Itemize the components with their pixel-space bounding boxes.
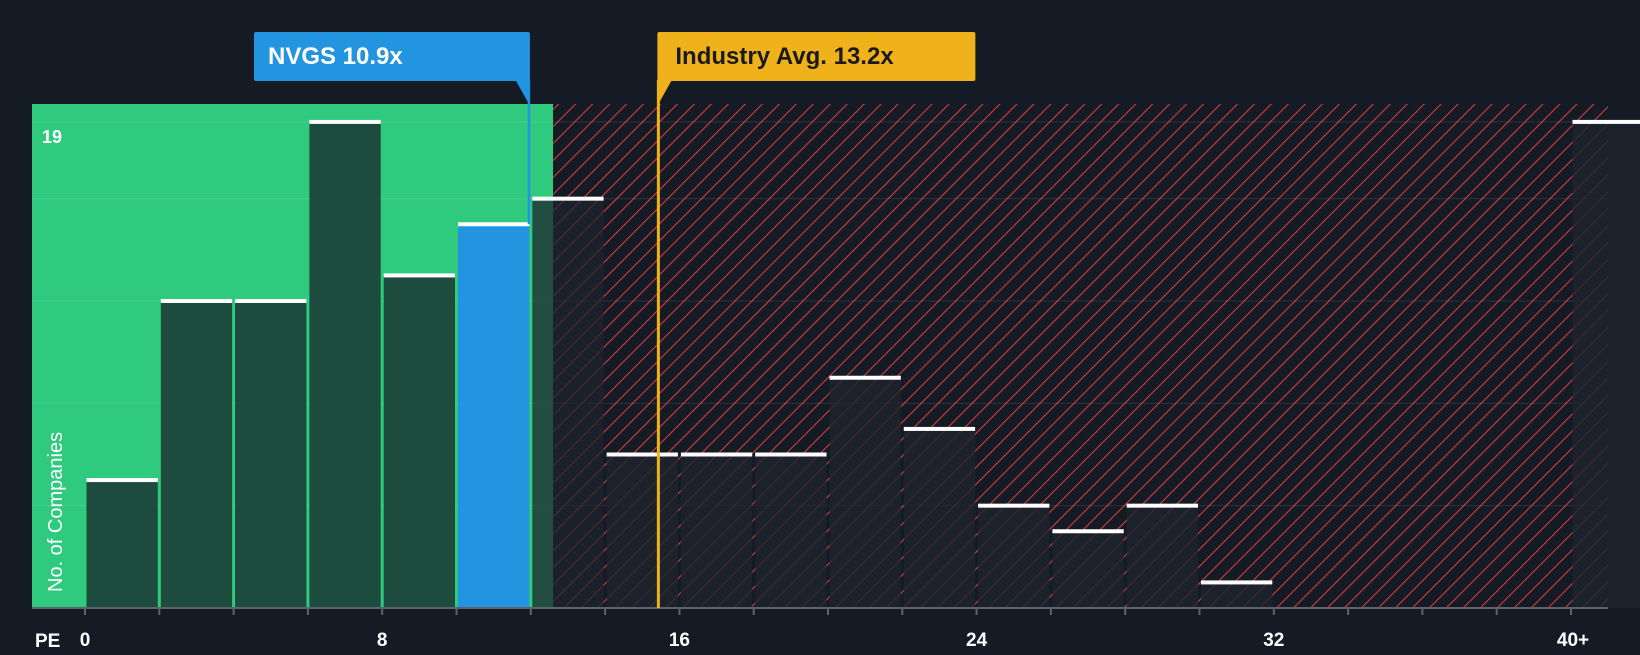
histogram-bar xyxy=(978,506,1049,608)
histogram-bar xyxy=(384,275,455,608)
histogram-bar-cap xyxy=(1201,580,1272,584)
histogram-bar-cap xyxy=(384,273,455,277)
histogram-bar xyxy=(458,224,529,608)
histogram-bar-cap xyxy=(607,452,678,456)
histogram-bar-cap xyxy=(978,504,1049,508)
histogram-bar xyxy=(1201,582,1272,608)
histogram-bar-cap xyxy=(1052,529,1123,533)
histogram-bar-cap xyxy=(1127,504,1198,508)
histogram-bar xyxy=(309,122,380,608)
industry-callout-pointer xyxy=(658,79,672,104)
histogram-bar xyxy=(681,454,752,608)
histogram-bar-cap xyxy=(458,222,529,226)
histogram-bar-cap xyxy=(309,120,380,124)
histogram-bar xyxy=(87,480,158,608)
y-axis-title: No. of Companies xyxy=(45,432,67,592)
histogram-bar-cap xyxy=(830,376,901,380)
company-callout-label: NVGS 10.9x xyxy=(268,43,403,70)
histogram-bar-cap xyxy=(681,452,752,456)
histogram-bar xyxy=(161,301,232,608)
histogram-bar xyxy=(1052,531,1123,608)
x-tick-label: 0 xyxy=(80,630,91,650)
x-tick-label: 40+ xyxy=(1557,630,1589,650)
histogram-bar-cap xyxy=(1573,120,1640,124)
histogram-bar-cap xyxy=(904,427,975,431)
histogram-bar xyxy=(830,378,901,608)
x-tick-label: 24 xyxy=(966,630,988,650)
histogram-bar xyxy=(904,429,975,608)
histogram-bar xyxy=(1127,506,1198,608)
x-tick-label: 32 xyxy=(1263,630,1284,650)
histogram-bar-cap xyxy=(532,197,603,201)
histogram-bar xyxy=(755,454,826,608)
histogram-bar xyxy=(235,301,306,608)
histogram-bar-cap xyxy=(235,299,306,303)
histogram-bar-cap xyxy=(161,299,232,303)
x-axis-title: PE xyxy=(35,631,60,650)
y-axis-max-label: 19 xyxy=(42,127,62,147)
histogram-bar-cap xyxy=(755,452,826,456)
histogram-bar xyxy=(1573,122,1640,608)
industry-callout-label: Industry Avg. 13.2x xyxy=(675,43,894,70)
histogram-bar xyxy=(532,199,603,608)
histogram-bar xyxy=(607,454,678,608)
histogram-bar-cap xyxy=(87,478,158,482)
company-callout-pointer xyxy=(515,79,529,104)
x-tick-label: 8 xyxy=(377,630,388,650)
x-tick-label: 16 xyxy=(669,630,690,650)
